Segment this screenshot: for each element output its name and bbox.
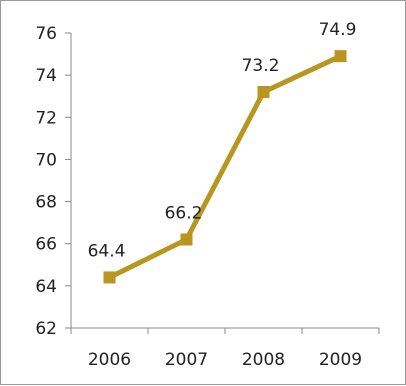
y-tick-label: 66 (35, 235, 57, 255)
data-label: 66.2 (165, 204, 203, 224)
y-tick-label: 62 (35, 319, 57, 339)
data-labels: 64.4 66.2 73.2 74.9 (88, 20, 357, 261)
x-axis-ticks: 2006 2007 2008 2009 (70, 328, 380, 370)
y-tick-label: 64 (35, 277, 57, 297)
data-label: 73.2 (242, 56, 280, 76)
x-tick-label: 2007 (165, 350, 208, 370)
data-point-marker (103, 271, 116, 284)
y-tick-label: 70 (35, 150, 57, 170)
y-axis-ticks: 62 64 66 68 70 72 74 76 (35, 24, 71, 339)
x-tick-label: 2009 (319, 350, 362, 370)
data-point-marker (257, 86, 270, 98)
x-tick-label: 2006 (88, 350, 131, 370)
series-markers (103, 50, 347, 284)
data-point-marker (334, 50, 347, 63)
y-tick-label: 72 (35, 108, 57, 128)
y-tick-label: 74 (35, 66, 57, 86)
y-tick-label: 68 (35, 193, 57, 213)
series-line (108, 53, 342, 280)
y-tick-label: 76 (35, 24, 57, 44)
data-label: 74.9 (319, 20, 357, 40)
x-tick-label: 2008 (242, 350, 285, 370)
data-label: 64.4 (88, 241, 126, 261)
data-point-marker (180, 233, 193, 246)
